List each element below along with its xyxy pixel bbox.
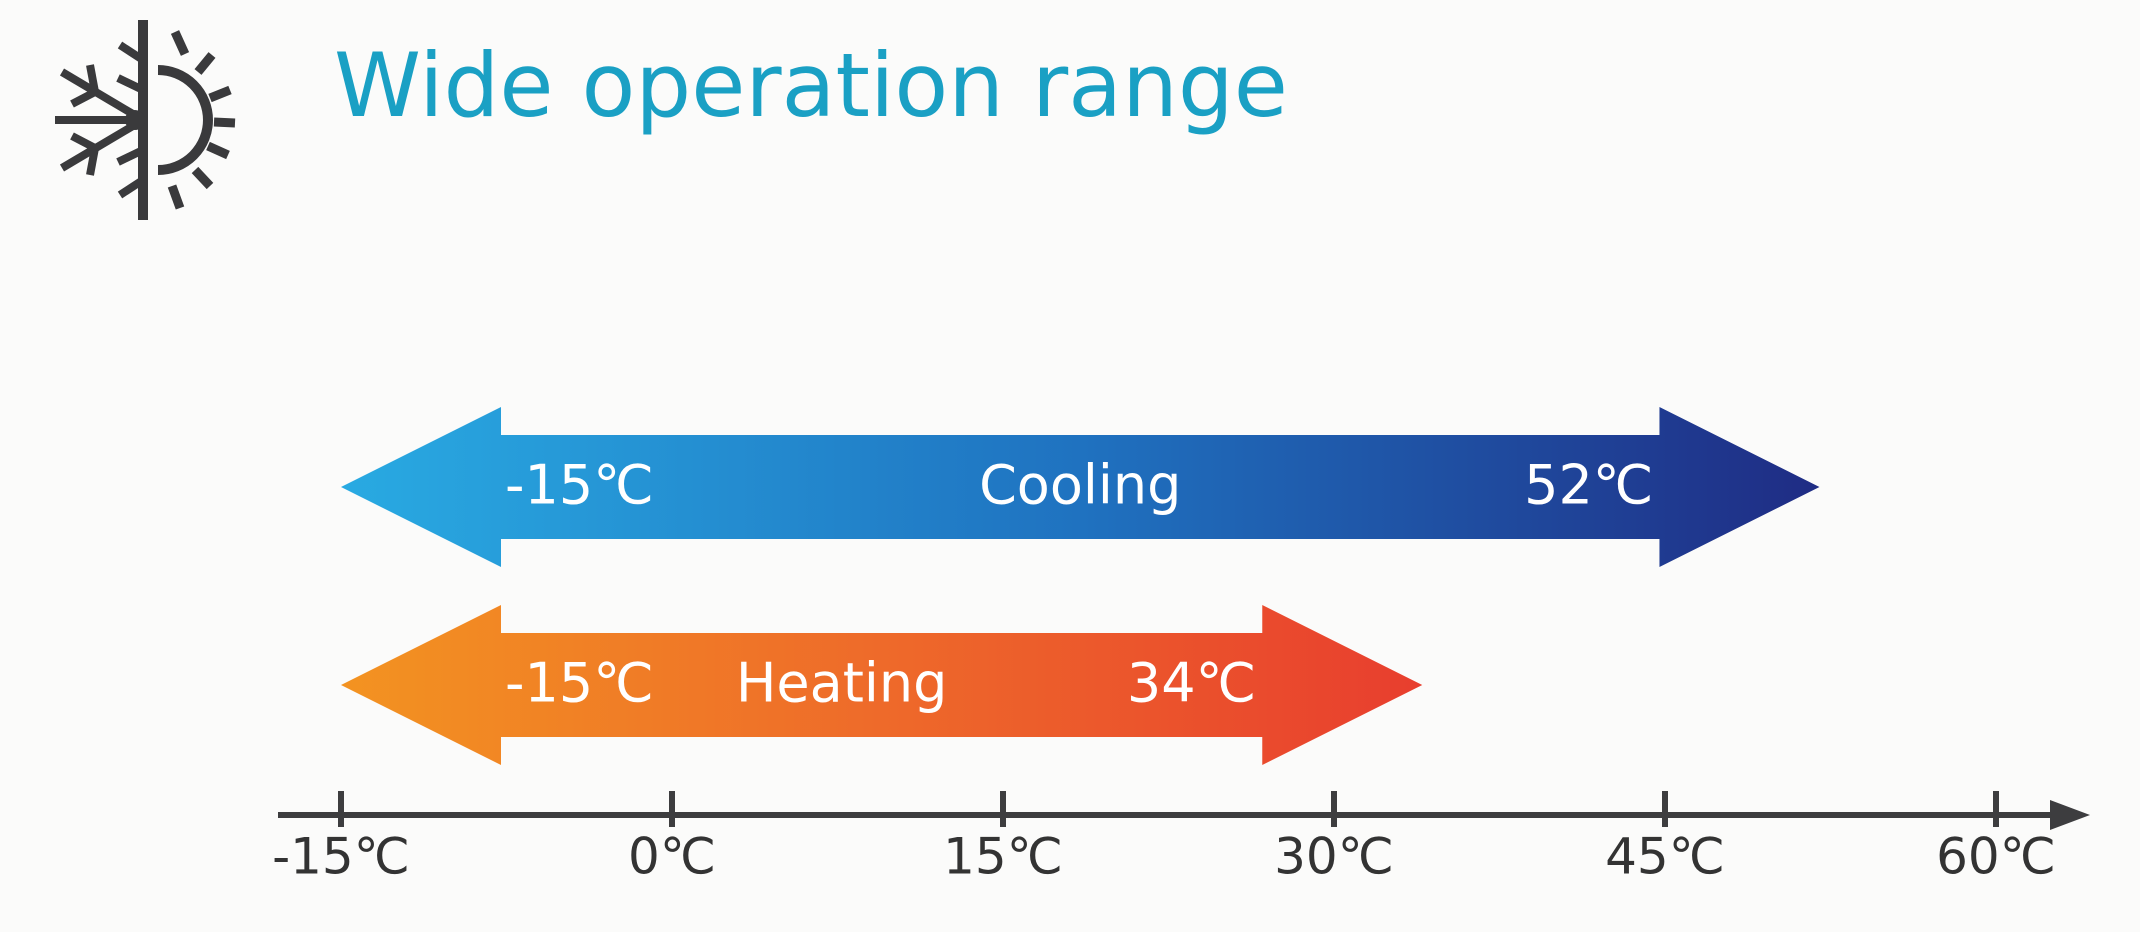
climate-icon bbox=[55, 20, 236, 220]
range-arrow bbox=[341, 605, 1423, 765]
series-name: Heating bbox=[736, 652, 948, 715]
range-arrow bbox=[341, 407, 1820, 567]
x-tick-label: 30℃ bbox=[1274, 828, 1394, 886]
chart-title: Wide operation range bbox=[334, 34, 1288, 137]
series-name: Cooling bbox=[979, 454, 1181, 517]
range-end-label: 52℃ bbox=[1524, 454, 1653, 517]
range-start-label: -15℃ bbox=[505, 454, 654, 517]
x-tick-label: 45℃ bbox=[1605, 828, 1725, 886]
x-tick-label: -15℃ bbox=[272, 828, 410, 886]
x-axis-arrowhead bbox=[2050, 800, 2090, 830]
range-start-label: -15℃ bbox=[505, 652, 654, 715]
x-tick-label: 60℃ bbox=[1936, 828, 2056, 886]
x-tick-label: 15℃ bbox=[943, 828, 1063, 886]
range-end-label: 34℃ bbox=[1127, 652, 1256, 715]
x-tick-label: 0℃ bbox=[628, 828, 716, 886]
